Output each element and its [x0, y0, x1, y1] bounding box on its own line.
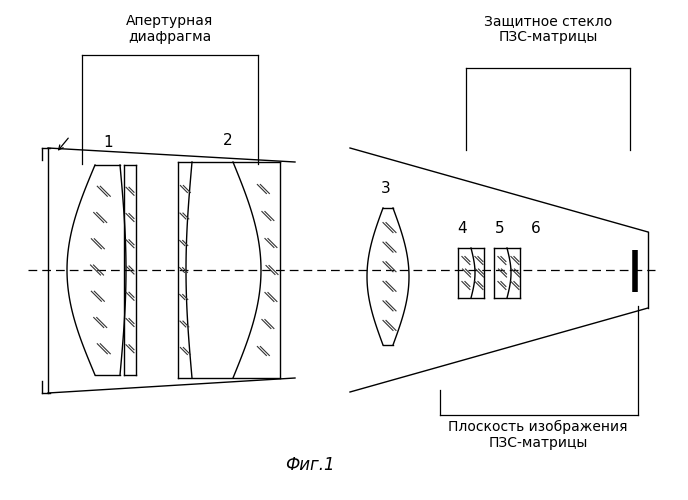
Text: Защитное стекло: Защитное стекло: [484, 14, 612, 28]
Text: 4: 4: [458, 221, 467, 236]
Text: диафрагма: диафрагма: [129, 30, 212, 44]
Text: 1: 1: [103, 135, 113, 150]
Text: ПЗС-матрицы: ПЗС-матрицы: [498, 30, 598, 44]
Text: Фиг.1: Фиг.1: [286, 456, 335, 474]
Text: 3: 3: [381, 181, 391, 196]
Text: ПЗС-матрицы: ПЗС-матрицы: [488, 436, 588, 450]
Text: 2: 2: [223, 133, 233, 148]
Text: 5: 5: [495, 221, 505, 236]
Text: Апертурная: Апертурная: [127, 14, 214, 28]
Text: 6: 6: [531, 221, 541, 236]
Text: Плоскость изображения: Плоскость изображения: [449, 420, 627, 434]
